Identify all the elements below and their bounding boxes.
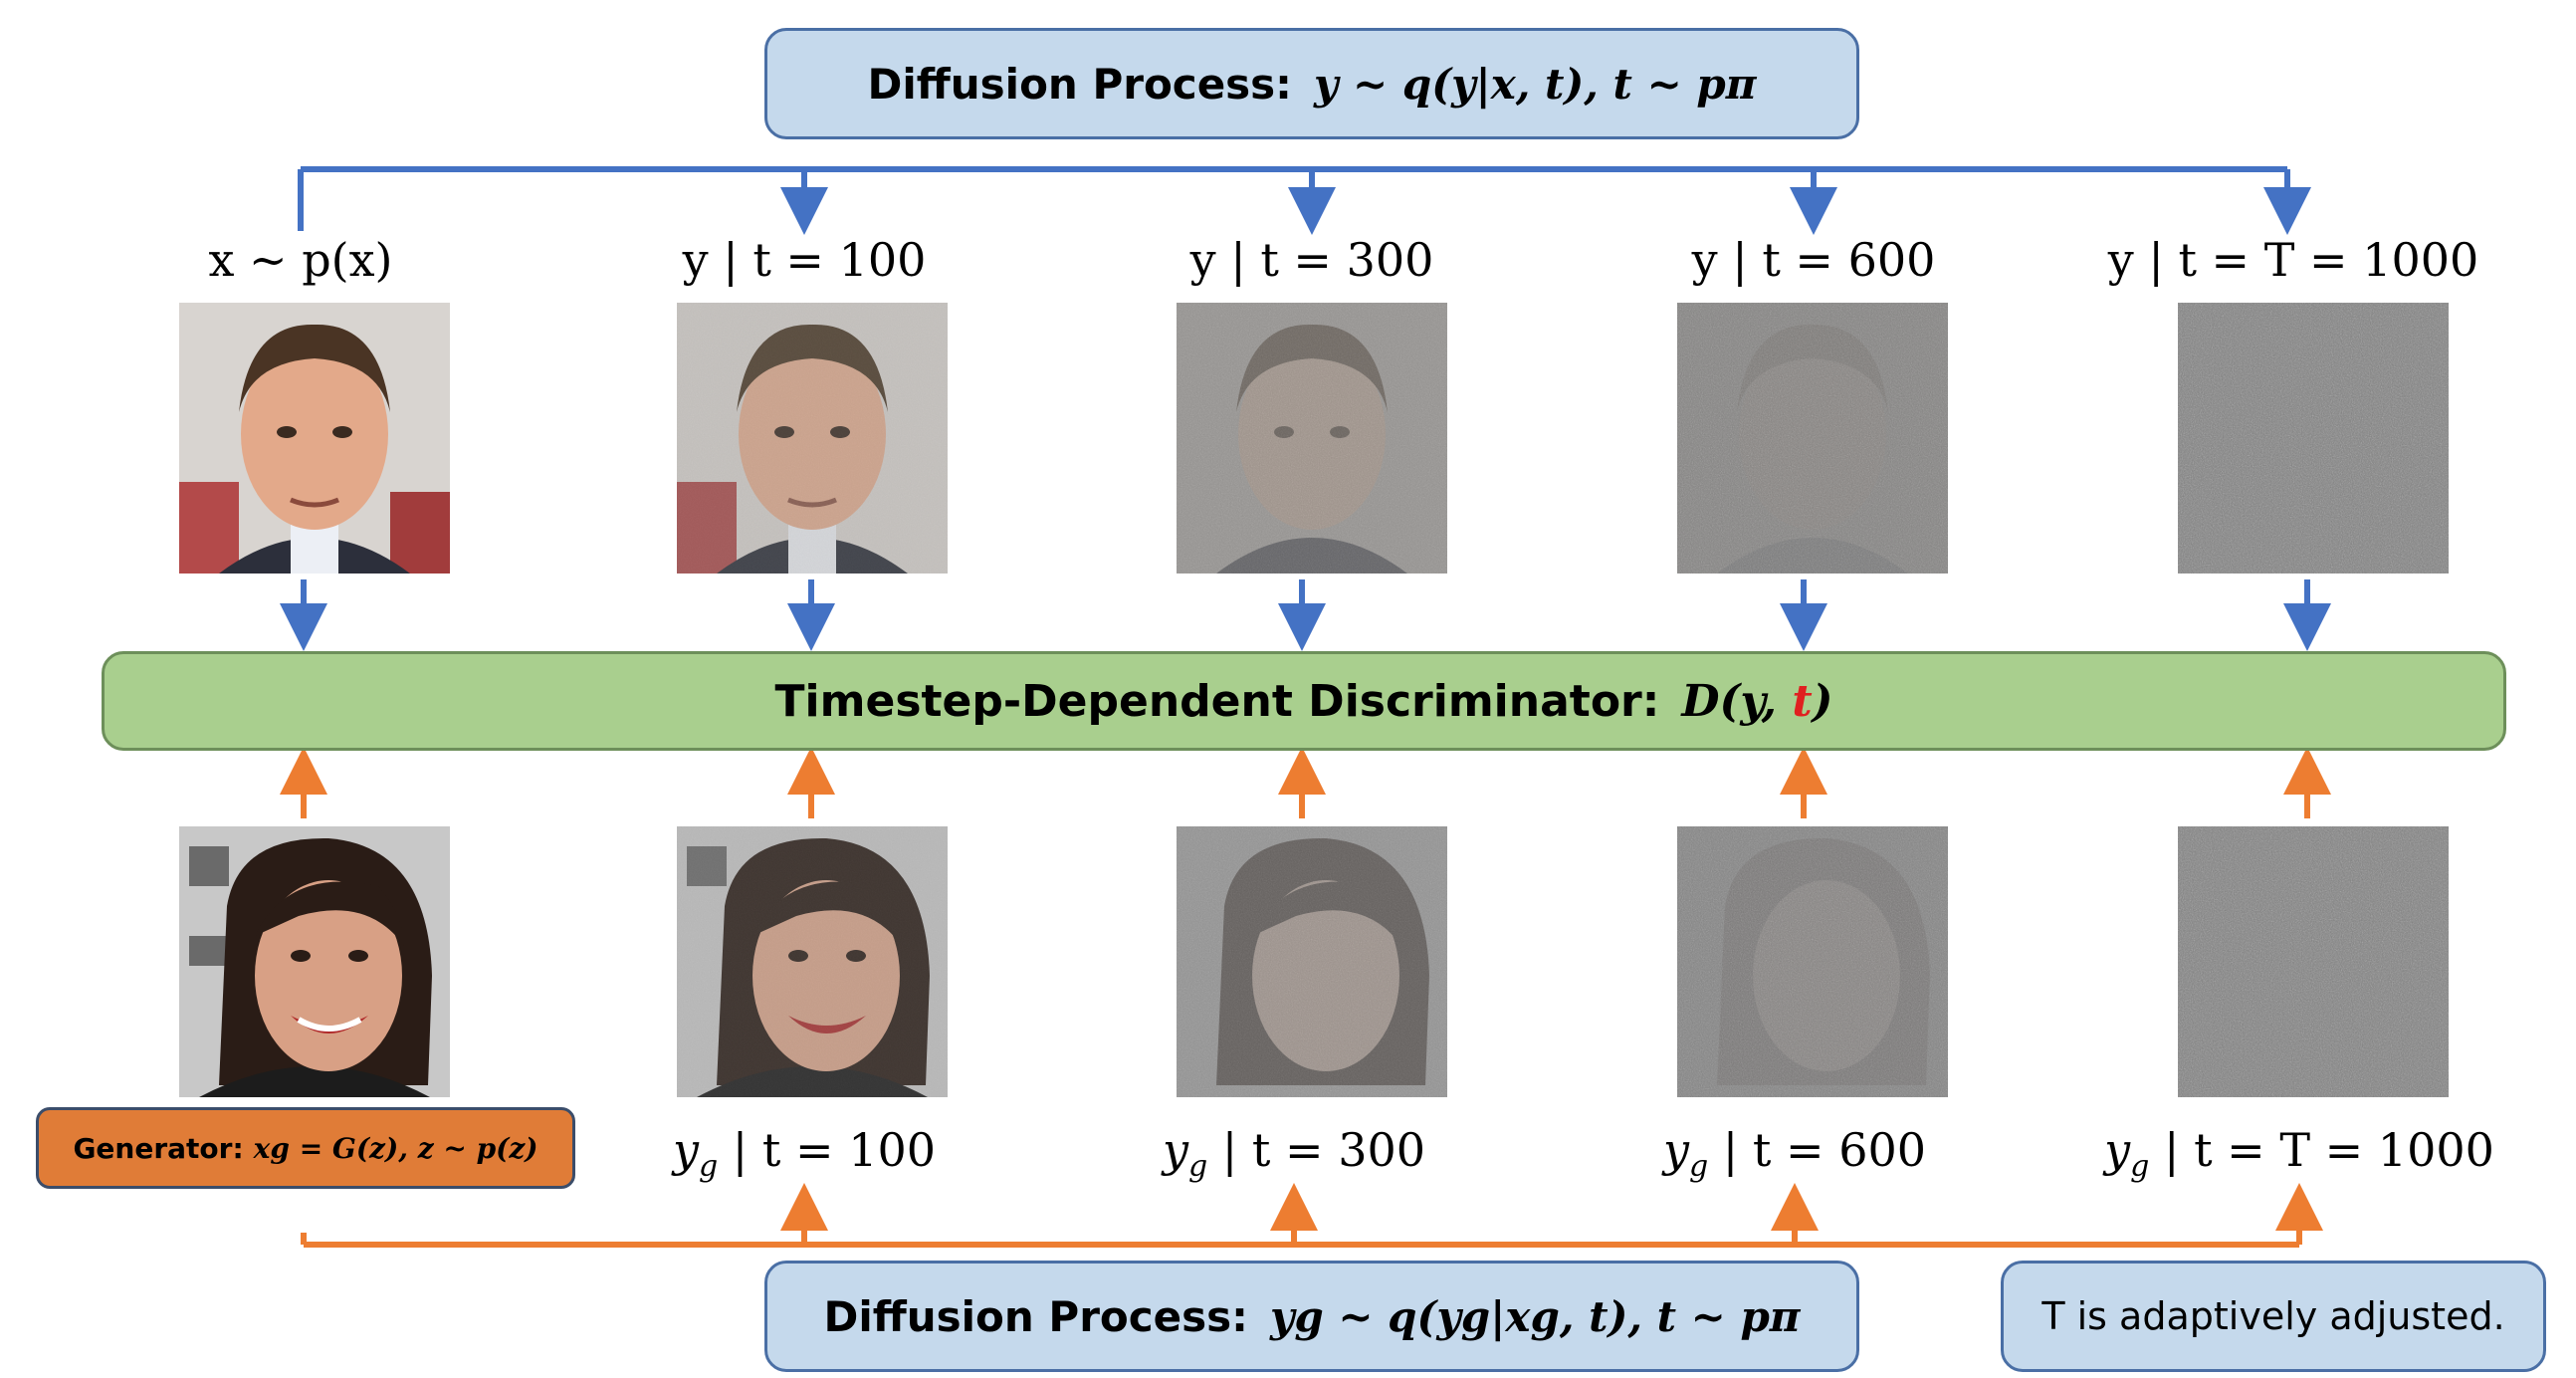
top-process-label: Diffusion Process:	[867, 59, 1292, 109]
discriminator-box: Timestep-Dependent Discriminator: D(y, t…	[102, 651, 2506, 751]
top-blue-bus	[298, 166, 2311, 235]
bottom-process-formula: yg ~ q(yg|xg, t), t ~ pπ	[1269, 1291, 1801, 1341]
discriminator-label: Timestep-Dependent Discriminator:	[774, 675, 1660, 727]
fake-label-3: yg | t = 600	[1662, 1123, 1927, 1185]
fake-label-1: yg | t = 100	[672, 1123, 937, 1185]
real-image-noise	[2178, 303, 2449, 574]
real-image-t300	[1177, 303, 1447, 574]
generator-label: Generator:	[73, 1131, 244, 1165]
generator-box: Generator: xg = G(z), z ~ p(z)	[36, 1107, 575, 1189]
fake-label-2: yg | t = 300	[1162, 1123, 1426, 1185]
real-label-4: y | t = T = 1000	[2107, 233, 2479, 287]
fake-image-t100	[677, 826, 948, 1097]
orange-arrows-to-discriminator	[280, 747, 2331, 818]
real-image-clean	[179, 303, 450, 574]
real-label-2: y | t = 300	[1189, 233, 1434, 287]
real-image-t100	[677, 303, 948, 574]
discriminator-formula: D(y, t)	[1681, 675, 1833, 727]
real-label-0: x ~ p(x)	[208, 233, 393, 287]
real-image-t600	[1677, 303, 1948, 574]
top-diffusion-process-box: Diffusion Process: y ~ q(y|x, t), t ~ pπ	[764, 28, 1859, 139]
real-label-3: y | t = 600	[1691, 233, 1936, 287]
blue-arrows-to-discriminator	[280, 579, 2331, 651]
fake-label-4: yg | t = T = 1000	[2104, 1123, 2494, 1185]
top-process-formula: y ~ q(y|x, t), t ~ pπ	[1313, 59, 1757, 109]
fake-image-t600	[1677, 826, 1948, 1097]
fake-image-clean	[179, 826, 450, 1097]
fake-image-noise	[2178, 826, 2449, 1097]
bottom-orange-bus	[301, 1183, 2323, 1248]
adaptive-note-box: T is adaptively adjusted.	[2001, 1261, 2546, 1372]
bottom-process-label: Diffusion Process:	[823, 1291, 1248, 1341]
fake-image-t300	[1177, 826, 1447, 1097]
adaptive-note-text: T is adaptively adjusted.	[2041, 1294, 2505, 1338]
real-label-1: y | t = 100	[682, 233, 927, 287]
generator-formula: xg = G(z), z ~ p(z)	[253, 1131, 538, 1165]
bottom-diffusion-process-box: Diffusion Process: yg ~ q(yg|xg, t), t ~…	[764, 1261, 1859, 1372]
